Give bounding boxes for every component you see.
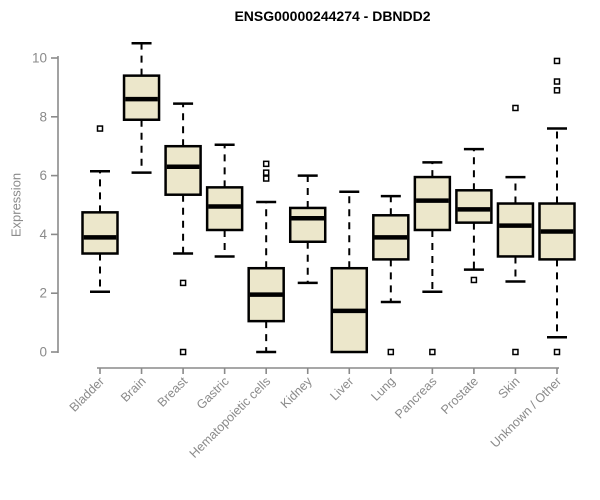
box-skin — [496, 104, 535, 356]
outlier-point — [553, 57, 561, 65]
box-liver — [330, 190, 369, 354]
iqr-box — [288, 206, 327, 244]
y-tick-label: 6 — [39, 168, 47, 183]
outlier-point — [553, 87, 561, 94]
y-axis: 0 2 4 6 8 10 — [32, 51, 59, 360]
chart-title: ENSG00000244274 - DBNDD2 — [234, 8, 431, 24]
box-breast — [164, 102, 202, 356]
x-tick-label-skin: Skin — [495, 374, 522, 401]
iqr-box — [496, 202, 535, 258]
y-tick-label: 0 — [39, 345, 47, 360]
box-hematopoietic-cells — [247, 160, 285, 354]
x-tick-label-hematopoietic-cells: Hematopoietic cells — [187, 374, 274, 461]
x-tick-label-liver: Liver — [327, 374, 356, 403]
outlier-point — [387, 348, 395, 356]
outlier-point — [262, 169, 270, 176]
outlier-point — [512, 348, 519, 356]
box-lung — [372, 194, 410, 356]
x-tick-label-brain: Brain — [118, 374, 149, 405]
box-prostate — [455, 147, 493, 284]
x-tick-label-lung: Lung — [368, 374, 398, 404]
outlier-point — [262, 160, 270, 168]
x-tick-label-prostate: Prostate — [438, 374, 481, 417]
x-tick-label-unknown-other: Unknown / Other — [488, 374, 564, 450]
box-bladder — [81, 125, 119, 293]
y-tick-label: 2 — [39, 286, 47, 301]
outlier-point — [179, 279, 187, 287]
y-tick-label: 8 — [39, 109, 47, 124]
outlier-point — [470, 276, 478, 284]
iqr-box — [413, 175, 452, 232]
box-pancreas — [413, 161, 452, 356]
x-tick-label-breast: Breast — [155, 374, 191, 410]
box-gastric — [205, 143, 244, 258]
outlier-point — [179, 348, 187, 356]
outlier-point — [429, 348, 436, 356]
iqr-box — [81, 211, 119, 255]
outlier-point — [262, 175, 270, 182]
box-unknown-other — [538, 57, 576, 356]
x-tick-label-pancreas: Pancreas — [392, 374, 439, 421]
iqr-box — [164, 144, 202, 196]
x-tick-label-bladder: Bladder — [67, 374, 107, 414]
outlier-point — [512, 104, 519, 112]
outlier-point — [553, 78, 561, 85]
box-brain — [122, 42, 161, 174]
outlier-point — [553, 348, 561, 356]
outlier-point — [96, 125, 104, 132]
iqr-box — [455, 189, 493, 224]
x-tick-label-kidney: Kidney — [278, 374, 315, 411]
y-tick-label: 4 — [39, 227, 47, 242]
x-tick-label-gastric: Gastric — [194, 374, 232, 412]
y-tick-label: 10 — [32, 51, 47, 66]
box-kidney — [288, 174, 327, 285]
